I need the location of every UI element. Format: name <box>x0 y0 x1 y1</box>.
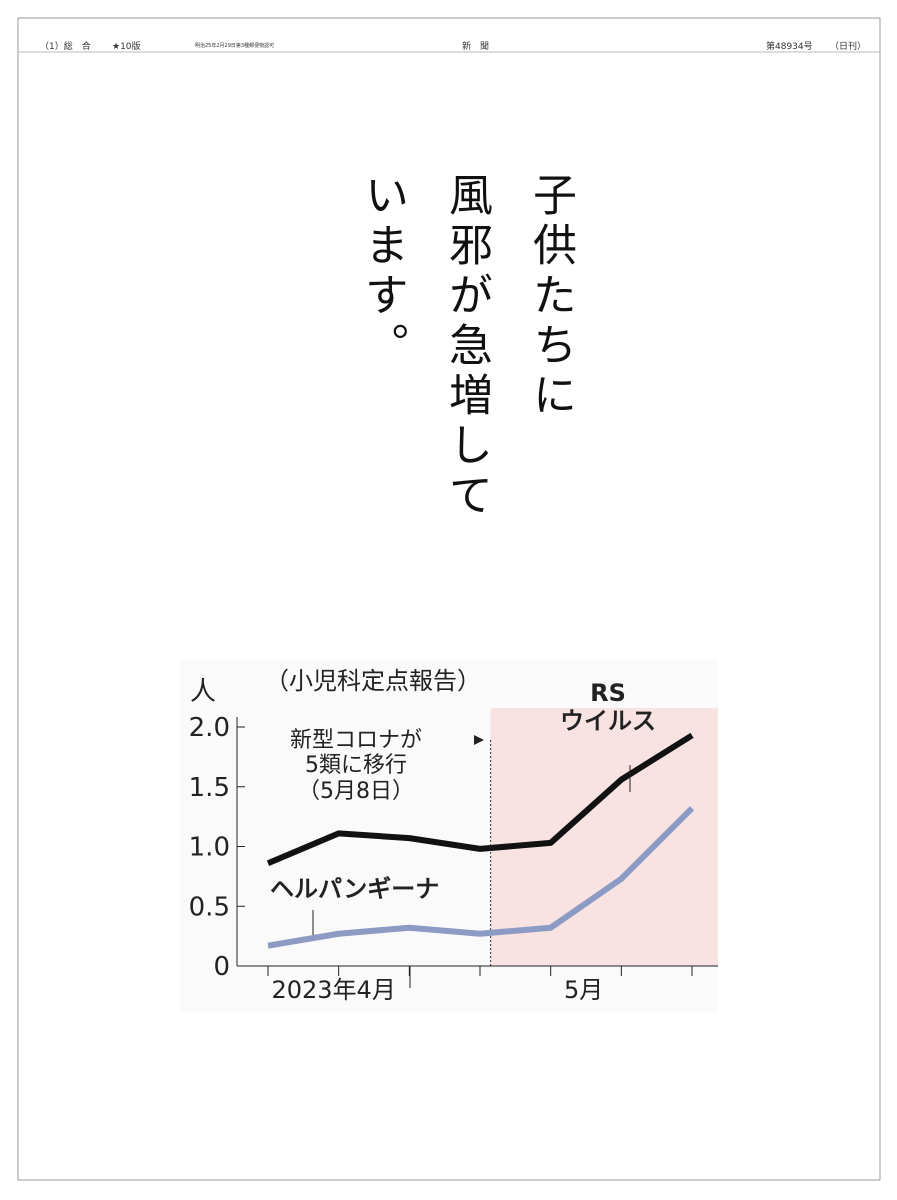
headline-line: います。 <box>357 172 408 372</box>
notice: 明治25年2月29日第3種郵便物認可 <box>195 43 275 49</box>
x-tick-label: 5月 <box>564 976 603 1004</box>
series-label: ヘルパンギーナ <box>270 875 440 903</box>
chart-subtitle: （小児科定点報告） <box>265 667 481 695</box>
y-tick-label: 2.0 <box>189 713 230 743</box>
annotation: 新型コロナが 5類に移行 （5月8日） <box>290 728 423 804</box>
edition: ★10版 <box>112 42 141 52</box>
headline-line: 子供たちに <box>525 172 576 422</box>
shaded-period <box>490 708 718 966</box>
y-tick-label: 0.5 <box>189 892 230 922</box>
masthead: 新 聞 <box>462 42 490 52</box>
headline-line: 風邪が急増して <box>441 172 492 522</box>
issue: 第48934号 <box>766 42 813 52</box>
y-axis-label: 人 <box>190 677 217 707</box>
frequency: （日刊） <box>830 42 867 52</box>
series-label: RS ウイルス <box>560 679 656 735</box>
y-tick-label: 1.5 <box>189 773 230 803</box>
section: （1）総 合 <box>40 42 91 52</box>
series-line <box>266 732 694 866</box>
series-line <box>267 806 695 949</box>
y-tick-label: 0 <box>213 952 230 982</box>
page-frame <box>17 17 881 1181</box>
headline: 子供たちに 風邪が急増して います。 <box>330 172 582 522</box>
annotation-arrow <box>474 735 484 745</box>
y-tick-label: 1.0 <box>189 833 230 863</box>
x-tick-label: 2023年4月 <box>271 976 395 1004</box>
